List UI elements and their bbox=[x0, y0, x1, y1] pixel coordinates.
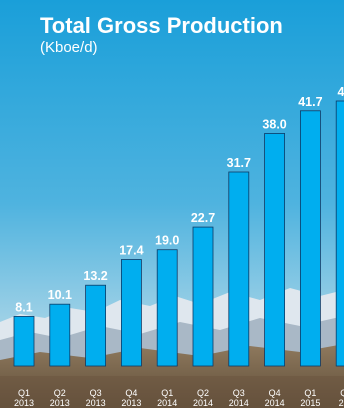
x-tick-quarter: Q1 bbox=[161, 388, 173, 398]
bar-10 bbox=[335, 100, 344, 367]
x-tick-year: 2014 bbox=[265, 398, 285, 408]
bar-5 bbox=[156, 249, 178, 367]
bar-2 bbox=[49, 303, 71, 367]
x-tick-quarter: Q3 bbox=[90, 388, 102, 398]
x-tick-year: 201 bbox=[339, 398, 344, 408]
chart-subtitle: (Kboe/d) bbox=[40, 39, 98, 56]
x-tick-year: 2015 bbox=[300, 398, 320, 408]
x-tick-quarter: Q3 bbox=[233, 388, 245, 398]
value-label: 10.1 bbox=[48, 288, 72, 302]
bar-1 bbox=[13, 316, 35, 367]
x-tick-quarter: Q2 bbox=[340, 388, 344, 398]
x-tick-year: 2013 bbox=[86, 398, 106, 408]
value-label: 38.0 bbox=[262, 117, 286, 131]
value-label: 17.4 bbox=[119, 244, 143, 258]
x-tick-quarter: Q1 bbox=[18, 388, 30, 398]
x-tick-year: 2014 bbox=[229, 398, 249, 408]
x-tick-year: 2014 bbox=[193, 398, 213, 408]
bar-9 bbox=[299, 110, 321, 367]
x-tick-year: 2013 bbox=[121, 398, 141, 408]
x-tick-quarter: Q4 bbox=[125, 388, 137, 398]
bar-8 bbox=[264, 133, 286, 367]
ground-band bbox=[0, 376, 344, 408]
bar-6 bbox=[192, 226, 214, 367]
x-tick-year: 2013 bbox=[14, 398, 34, 408]
x-tick-quarter: Q4 bbox=[269, 388, 281, 398]
bar-4 bbox=[121, 259, 142, 367]
value-label: 31.7 bbox=[227, 156, 251, 170]
value-label: 13.2 bbox=[83, 269, 107, 283]
bar-7 bbox=[228, 171, 250, 367]
x-tick-quarter: Q1 bbox=[304, 388, 316, 398]
x-tick-year: 2014 bbox=[157, 398, 177, 408]
chart-title: Total Gross Production bbox=[40, 13, 283, 38]
value-label: 41.7 bbox=[298, 95, 322, 109]
value-label: 22.7 bbox=[191, 211, 215, 225]
value-label: 19.0 bbox=[155, 234, 179, 248]
bar-3 bbox=[85, 284, 106, 367]
value-label: 43. bbox=[338, 85, 344, 99]
x-tick-year: 2013 bbox=[50, 398, 70, 408]
x-tick-quarter: Q2 bbox=[54, 388, 66, 398]
value-label: 8.1 bbox=[15, 300, 32, 314]
x-tick-quarter: Q2 bbox=[197, 388, 209, 398]
